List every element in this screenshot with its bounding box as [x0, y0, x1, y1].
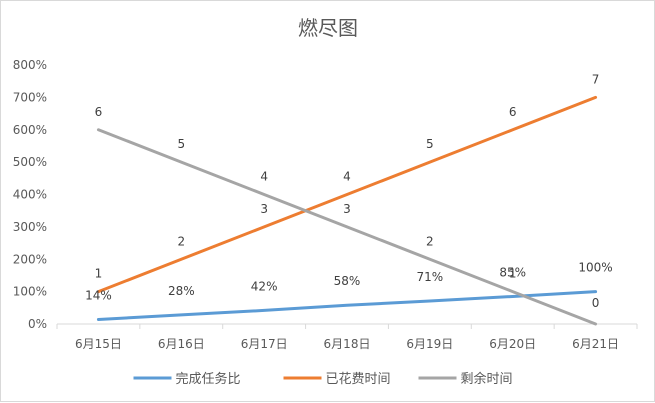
data-label: 5 — [177, 137, 185, 151]
data-labels: 14% 28% 42% 58% 71% 85% 100% 1 2 3 4 5 6 7 6 5 4 3 2 1 0 — [85, 72, 613, 310]
data-label: 2 — [177, 234, 185, 248]
legend-label: 已花费时间 — [326, 371, 391, 387]
x-tick-label: 6月17日 — [241, 337, 288, 351]
chart-title: 燃尽图 — [298, 16, 358, 40]
x-tick-label: 6月15日 — [75, 337, 122, 351]
data-label: 1 — [95, 267, 103, 281]
y-tick-label: 0% — [28, 317, 47, 331]
data-label: 3 — [343, 202, 351, 216]
data-label: 58% — [334, 274, 361, 288]
x-axis-ticks: 6月15日 6月16日 6月17日 6月18日 6月19日 6月20日 6月21日 — [75, 337, 619, 351]
legend: 完成任务比 已花费时间 剩余时间 — [133, 371, 513, 387]
x-tick-label: 6月19日 — [406, 337, 453, 351]
legend-label: 完成任务比 — [176, 371, 241, 387]
series-line-3 — [96, 128, 598, 326]
data-label: 5 — [426, 137, 434, 151]
y-tick-label: 800% — [13, 58, 47, 72]
data-label: 42% — [251, 279, 278, 293]
x-tick-label: 6月18日 — [324, 337, 371, 351]
data-label: 0 — [592, 296, 600, 310]
y-axis-ticks: 0% 100% 200% 300% 400% 500% 600% 700% 800% — [13, 58, 47, 331]
data-label: 4 — [343, 170, 351, 184]
x-tick-label: 6月16日 — [158, 337, 205, 351]
series-lines — [96, 95, 598, 326]
data-label: 6 — [509, 105, 517, 119]
y-tick-label: 100% — [13, 285, 47, 299]
axes — [56, 323, 638, 329]
x-tick-label: 6月20日 — [489, 337, 536, 351]
data-label: 85% — [499, 265, 526, 279]
series-line-1 — [96, 290, 598, 321]
data-label: 4 — [260, 170, 268, 184]
data-label: 100% — [578, 261, 612, 275]
data-label: 1 — [509, 267, 517, 281]
y-tick-label: 400% — [13, 188, 47, 202]
x-tick-label: 6月21日 — [572, 337, 619, 351]
data-label: 28% — [168, 284, 195, 298]
data-label: 6 — [95, 105, 103, 119]
data-label: 14% — [85, 288, 112, 302]
data-label: 71% — [417, 270, 444, 284]
y-tick-label: 300% — [13, 220, 47, 234]
series-line-2 — [96, 95, 598, 294]
y-tick-label: 600% — [13, 123, 47, 137]
data-label: 7 — [592, 72, 600, 86]
y-tick-label: 700% — [13, 90, 47, 104]
y-tick-label: 500% — [13, 155, 47, 169]
y-tick-label: 200% — [13, 252, 47, 266]
legend-label: 剩余时间 — [461, 371, 513, 387]
data-label: 2 — [426, 234, 434, 248]
data-label: 3 — [260, 202, 268, 216]
